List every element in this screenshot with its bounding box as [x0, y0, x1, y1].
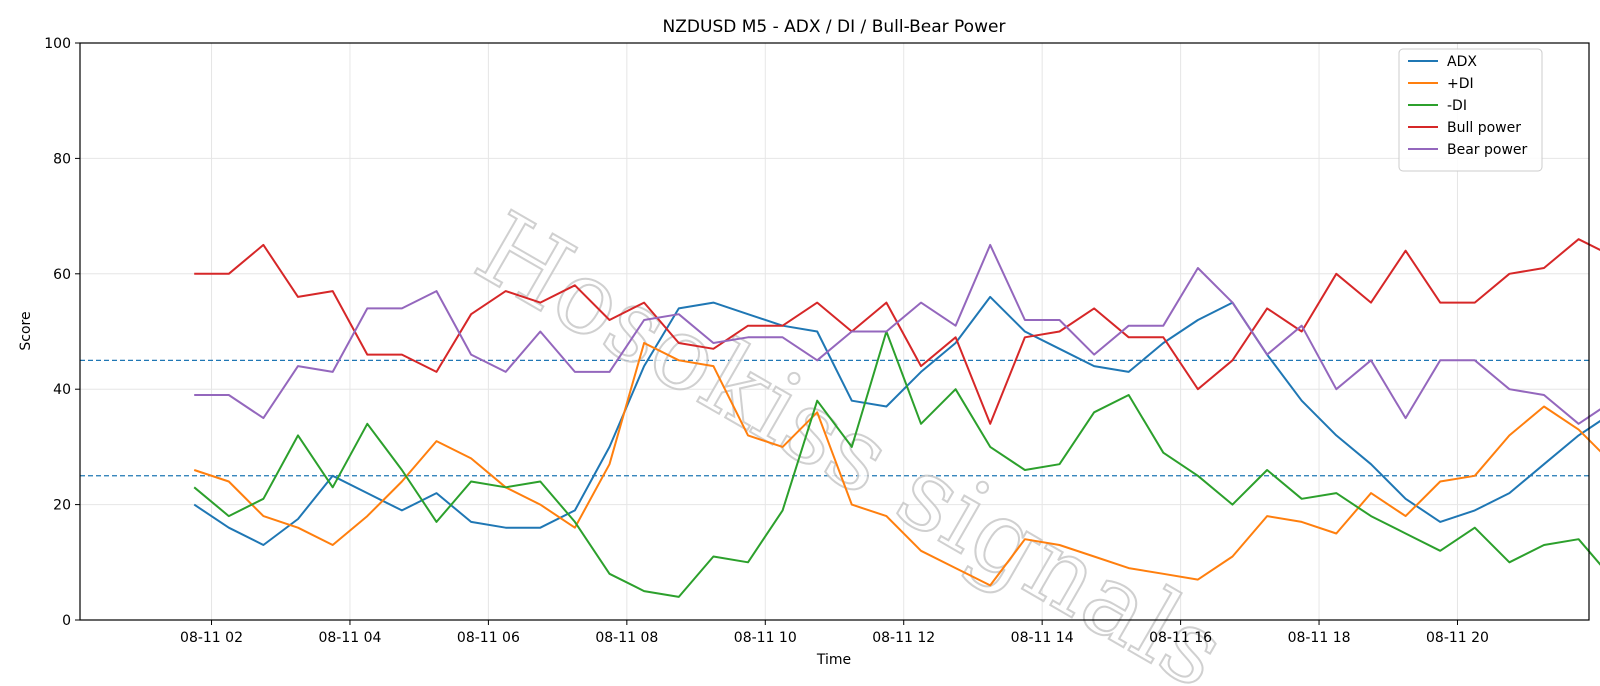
- y-tick-label: 100: [44, 36, 71, 52]
- x-tick-label: 08-11 12: [872, 630, 935, 646]
- series-line-adx: [193, 295, 1600, 546]
- y-axis-ticks: 0 20 40 60 80 100: [44, 36, 80, 629]
- legend-label: -DI: [1447, 98, 1467, 114]
- y-tick-label: 80: [53, 151, 71, 167]
- x-tick-label: 08-11 14: [1011, 630, 1074, 646]
- series-line-bear-power: [194, 243, 1600, 425]
- legend: ADX +DI -DI Bull power Bear power: [1398, 48, 1543, 172]
- x-tick-label: 08-11 02: [180, 630, 243, 646]
- series-line-di: [193, 330, 1600, 598]
- y-tick-label: 20: [53, 498, 71, 514]
- chart-title: NZDUSD M5 - ADX / DI / Bull-Bear Power: [663, 17, 1006, 37]
- y-tick-label: 0: [62, 613, 71, 629]
- x-tick-label: 08-11 04: [318, 630, 381, 646]
- x-axis-ticks: 08-11 02 08-11 04 08-11 06 08-11 08 08-11 10…: [180, 620, 1489, 646]
- series-group: [193, 238, 1600, 598]
- series-line-bull-power: [194, 238, 1600, 425]
- legend-label: +DI: [1447, 76, 1474, 92]
- x-tick-label: 08-11 20: [1426, 630, 1489, 646]
- x-tick-label: 08-11 18: [1288, 630, 1351, 646]
- legend-label: ADX: [1447, 54, 1477, 70]
- y-axis-label: Score: [18, 311, 34, 350]
- grid: [80, 43, 1589, 620]
- plot-frame: [79, 42, 1590, 621]
- y-tick-label: 40: [53, 382, 71, 398]
- x-tick-label: 08-11 08: [595, 630, 658, 646]
- legend-box: [1398, 48, 1543, 172]
- series-line-di: [193, 342, 1600, 587]
- x-tick-label: 08-11 16: [1149, 630, 1212, 646]
- legend-label: Bull power: [1447, 120, 1521, 136]
- x-axis-label: Time: [816, 652, 851, 668]
- y-tick-label: 60: [53, 267, 71, 283]
- x-tick-label: 08-11 06: [457, 630, 520, 646]
- x-tick-label: 08-11 10: [734, 630, 797, 646]
- legend-label: Bear power: [1447, 142, 1528, 158]
